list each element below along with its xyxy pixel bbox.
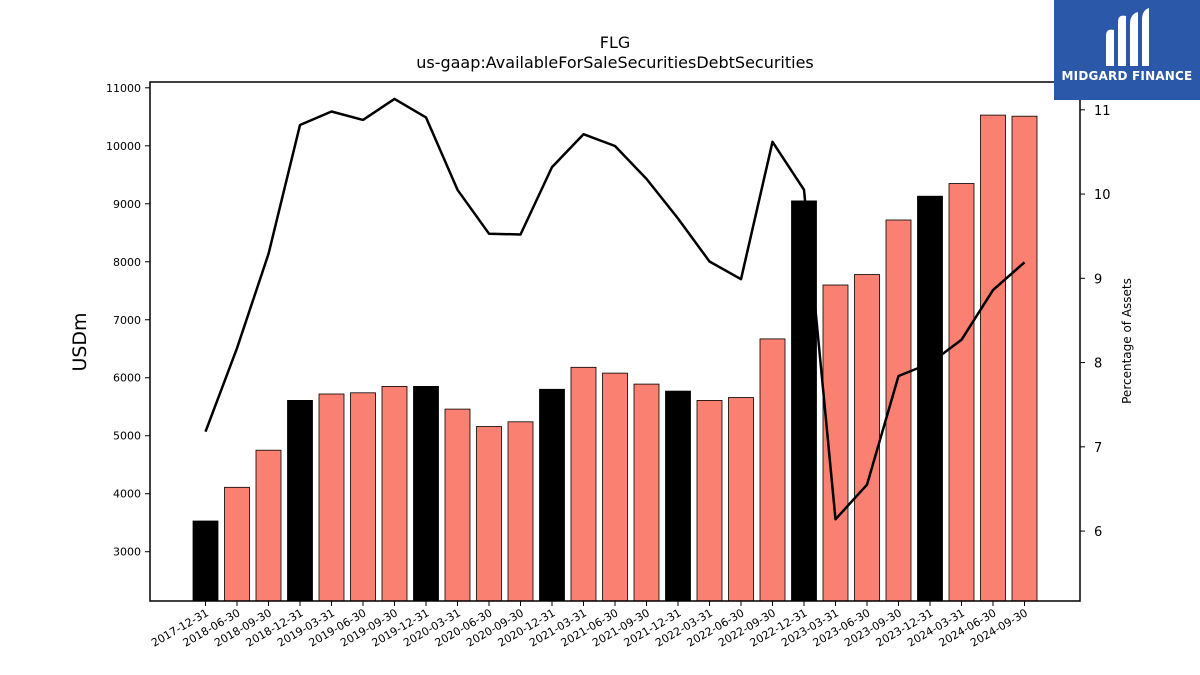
bar xyxy=(476,426,502,602)
bar-group xyxy=(192,114,1038,602)
bar xyxy=(980,114,1006,602)
brand-logo: MIDGARD FINANCE xyxy=(1054,0,1200,100)
bar xyxy=(507,421,534,602)
bar xyxy=(570,366,597,602)
y-tick-label: 9000 xyxy=(113,198,141,211)
y-axis-right: 6 7 8 9 10 11 xyxy=(1080,104,1111,540)
y-tick-label: 4000 xyxy=(113,488,141,501)
midgard-logo-icon xyxy=(1106,8,1149,67)
bar xyxy=(381,385,408,602)
line-layer xyxy=(204,97,1026,521)
bar xyxy=(759,338,786,602)
y-axis-label: USDm xyxy=(69,312,91,371)
y2-tick-label: 8 xyxy=(1094,357,1102,372)
y2-axis-label: Percentage of Assets xyxy=(1120,278,1134,404)
y-tick-label: 10000 xyxy=(106,140,141,153)
bar xyxy=(885,219,912,602)
y-tick-label: 11000 xyxy=(106,82,141,95)
bar xyxy=(192,520,219,602)
bar xyxy=(917,195,943,602)
y2-tick-label: 7 xyxy=(1094,441,1102,456)
bar xyxy=(822,284,849,602)
bar xyxy=(1011,115,1038,602)
y-tick-label: 7000 xyxy=(113,314,141,327)
bar xyxy=(255,449,282,602)
bar xyxy=(224,486,250,602)
bar xyxy=(728,397,754,602)
bar xyxy=(413,385,439,602)
y-axis-left: 3000 4000 5000 6000 7000 8000 9000 10000 11000 xyxy=(106,82,150,559)
y2-tick-label: 9 xyxy=(1094,272,1102,287)
logo-text: MIDGARD FINANCE xyxy=(1061,69,1193,83)
y-tick-label: 3000 xyxy=(113,546,141,559)
bar xyxy=(444,408,471,602)
y-tick-label: 5000 xyxy=(113,430,141,443)
bar xyxy=(539,388,565,602)
bar xyxy=(854,274,880,602)
bar xyxy=(287,399,313,602)
bar xyxy=(602,372,628,602)
bar xyxy=(633,383,660,602)
y2-tick-label: 6 xyxy=(1094,525,1102,540)
y-tick-label: 6000 xyxy=(113,372,141,385)
y2-tick-label: 11 xyxy=(1094,104,1111,119)
bar xyxy=(350,392,376,602)
chart-subtitle: us-gaap:AvailableForSaleSecuritiesDebtSe… xyxy=(416,53,814,72)
chart-title: FLG xyxy=(600,33,631,52)
y-tick-label: 8000 xyxy=(113,256,141,269)
bar xyxy=(665,390,691,602)
x-axis: 2017-12-312018-06-302018-09-302018-12-31… xyxy=(149,601,1030,650)
series-line xyxy=(204,97,1026,521)
y2-tick-label: 10 xyxy=(1094,188,1111,203)
bar xyxy=(318,393,345,602)
bar xyxy=(791,200,817,602)
bar xyxy=(696,399,723,602)
bar xyxy=(948,183,975,602)
